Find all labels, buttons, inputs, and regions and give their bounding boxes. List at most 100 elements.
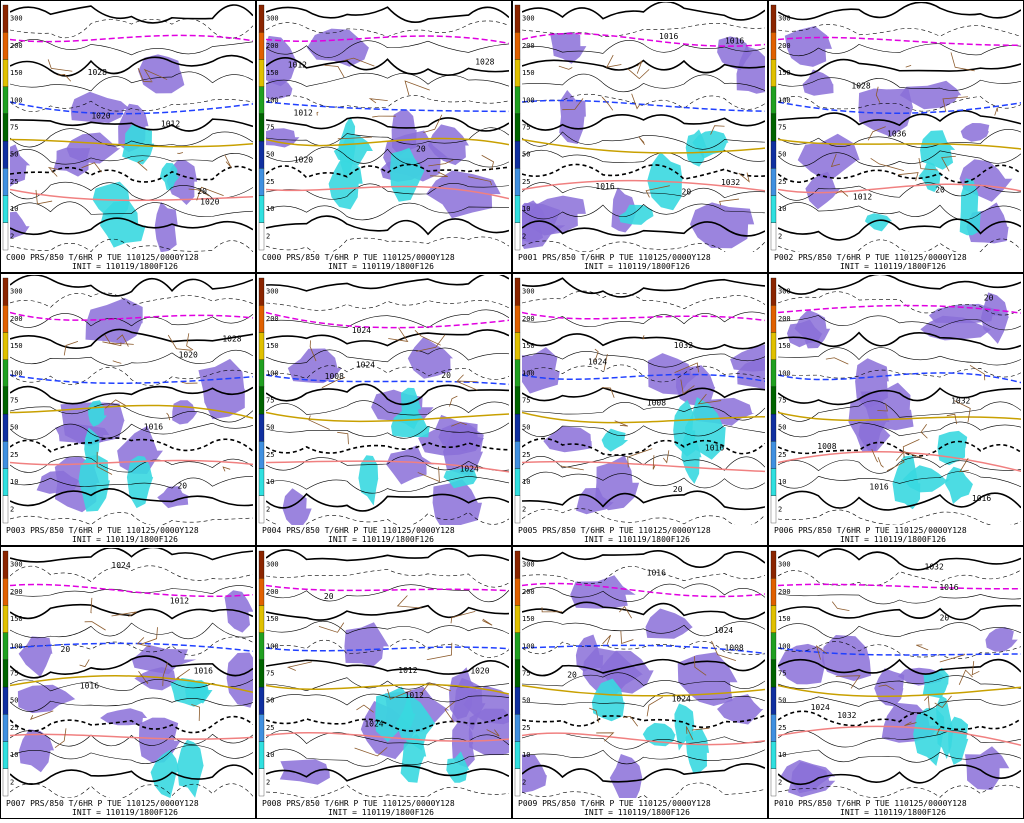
precip-light [85,298,143,344]
colorbar-label: 2 [778,778,782,786]
contour-label: 1012 [294,109,313,118]
colorbar-swatch [258,495,265,524]
colorbar-label: 10 [10,205,18,213]
height-contour [778,58,1021,77]
precip-light [100,708,148,726]
isobar [10,456,253,473]
height-contour [10,655,253,679]
height-contour [266,116,509,132]
isobar [778,347,1021,366]
height-contour [778,710,1021,731]
colorbar-label: 10 [522,205,530,213]
height-contour [266,659,509,675]
precip-heavy [922,667,949,699]
contour-label: 1024 [111,561,130,570]
colorbar-swatch [514,714,521,742]
panel: 1032 1016 1008 1024 20 300 200 150 100 75 50 25 10 2 P… [512,273,768,546]
height-contour [778,2,1021,21]
panel: 1020 1028 1016 20 300 200 150 100 75 50 25 10 2 P003 … [0,273,256,546]
isobar [522,566,765,584]
colorbar-swatch [2,714,9,742]
temp-contour [522,311,765,322]
height-contour [10,385,253,405]
precip-light [780,759,836,794]
temp-contour [522,138,765,154]
isobar [10,367,253,386]
colorbar-swatch [258,332,265,360]
isobar [266,784,509,798]
borders [29,597,201,749]
isobar [522,672,765,689]
colorbar-swatch [514,277,521,306]
colorbar-swatch [514,222,521,251]
isobar [522,402,765,421]
height-contour [778,490,1021,511]
precip-heavy [126,455,154,509]
colorbar: 300 200 150 100 75 50 25 10 2 [258,4,279,251]
colorbar-label: 200 [10,588,23,596]
isobar [522,311,765,327]
precip-heavy [400,733,427,783]
colorbar-label: 200 [266,315,279,323]
height-contour [10,437,253,453]
colorbar-label: 50 [10,424,18,432]
colorbar-label: 150 [10,615,23,623]
contour-label: 1012 [161,120,180,129]
height-contour [10,548,253,563]
colorbar-label: 75 [266,397,274,405]
precip-light [717,694,764,725]
temp-contour [522,32,765,47]
map-area: 1032 1016 1016 1008 20 [778,275,1021,525]
colorbar-label: 200 [10,315,23,323]
colorbar-swatch [514,578,521,606]
colorbar-label: 50 [266,151,274,159]
colorbar-swatch [770,277,777,306]
temp-contour [778,183,1021,194]
colorbar-swatch [2,4,9,33]
colorbar-swatch [514,413,521,442]
isobar [266,569,509,588]
temp-contour [266,411,509,423]
precip-light [138,54,185,94]
map-area: 1016 1012 1024 1016 20 [10,548,253,798]
height-contour [778,548,1021,571]
colorbar-swatch [2,386,9,415]
colorbar-label: 2 [266,505,270,513]
precip-heavy [920,130,956,170]
colorbar-label: 200 [10,42,23,50]
colorbar-label: 200 [522,42,535,50]
precip-heavy [618,204,654,225]
colorbar-label: 75 [778,124,786,132]
colorbar-swatch [258,140,265,169]
isobar [522,621,765,637]
precip-heavy [685,129,707,167]
contour-label: 1036 [887,129,906,138]
isobar [522,583,765,602]
colorbar-label: 10 [778,205,786,213]
colorbar-label: 75 [10,397,18,405]
colorbar-label: 75 [522,124,530,132]
panel-caption: P005 PRS/850 T/6HR P TUE 110125/0000Y128 [518,526,711,535]
panel-init: INIT = 110119/1800F126 [328,808,434,817]
borders [558,54,750,206]
colorbar-label: 300 [778,15,791,23]
height-contour [522,220,765,237]
colorbar-label: 100 [10,96,23,104]
isobar [10,349,253,367]
isobar [778,696,1021,714]
colorbar: 300 200 150 100 75 50 25 10 2 [2,4,23,251]
contour-label: 1012 [853,193,872,202]
colorbar-label: 25 [778,178,786,186]
colorbar: 300 200 150 100 75 50 25 10 2 [514,4,535,251]
isobar [10,99,253,112]
contour-label: 1012 [288,60,307,69]
panel-init: INIT = 110119/1800F126 [328,535,434,544]
contour-label: 1008 [325,372,344,381]
colorbar-label: 100 [522,96,535,104]
isobar [266,202,509,221]
panel-init: INIT = 110119/1800F126 [328,262,434,271]
height-contour [522,113,765,131]
precip-light [960,123,990,142]
precip-heavy [389,147,425,202]
panel-caption: P002 PRS/850 T/6HR P TUE 110125/0000Y128 [774,253,967,262]
